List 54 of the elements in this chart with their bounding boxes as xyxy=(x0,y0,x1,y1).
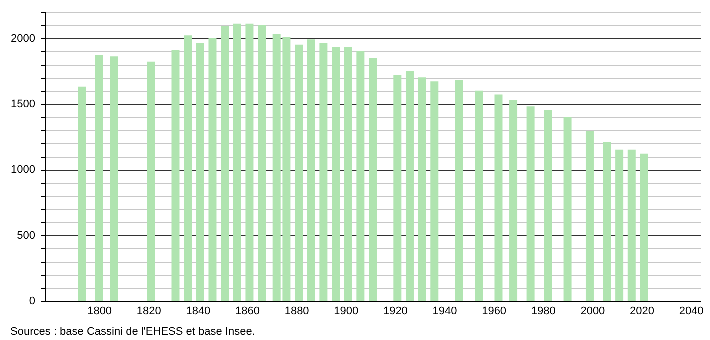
bar xyxy=(430,82,439,301)
bar xyxy=(586,132,594,301)
bar xyxy=(320,44,328,301)
bar xyxy=(184,36,192,301)
bar xyxy=(78,86,86,301)
bar xyxy=(526,106,535,301)
bar xyxy=(628,150,636,301)
bar xyxy=(394,75,402,301)
bar xyxy=(233,24,242,301)
x-tick-label: 1960 xyxy=(482,306,507,318)
bar xyxy=(295,44,304,301)
bar xyxy=(418,78,426,301)
bar xyxy=(172,50,180,301)
bar xyxy=(510,100,518,301)
bar xyxy=(564,117,572,301)
bar xyxy=(494,94,503,301)
bar xyxy=(356,51,365,301)
bar xyxy=(307,40,316,301)
bar xyxy=(616,150,624,301)
bar xyxy=(147,62,156,301)
bar xyxy=(208,38,217,301)
x-tick-label: 1800 xyxy=(88,306,112,318)
bar xyxy=(406,71,414,301)
bar xyxy=(332,47,340,301)
bar xyxy=(196,44,204,301)
x-tick-label: 1900 xyxy=(334,306,359,318)
y-tick-label: 0 xyxy=(29,296,36,308)
y-tick-label: 1500 xyxy=(11,98,36,110)
bar xyxy=(640,154,648,301)
bar xyxy=(455,80,464,301)
x-tick-label: 1860 xyxy=(236,306,260,318)
y-tick-label: 1000 xyxy=(11,164,36,176)
bar xyxy=(344,47,352,301)
bar xyxy=(221,26,230,301)
bar xyxy=(603,142,612,301)
x-tick-label: 1820 xyxy=(136,306,162,318)
y-tick-label: 500 xyxy=(17,230,36,242)
x-tick-label: 2000 xyxy=(580,306,606,318)
bar xyxy=(258,25,266,301)
x-tick-label: 1920 xyxy=(383,306,408,318)
x-tick-label: 1940 xyxy=(432,306,458,318)
bar xyxy=(246,24,254,301)
bar xyxy=(110,56,118,301)
x-tick-label: 1980 xyxy=(531,306,556,318)
bar xyxy=(475,90,484,301)
source-note: Sources : base Cassini de l'EHESS et base Insee. xyxy=(10,326,256,338)
x-tick-label: 2020 xyxy=(630,306,654,318)
bar xyxy=(544,110,552,301)
bar xyxy=(95,55,104,301)
x-tick-label: 2040 xyxy=(679,306,704,318)
y-tick-label: 2000 xyxy=(11,32,36,45)
x-tick-label: 1840 xyxy=(186,306,211,318)
x-tick-label: 1880 xyxy=(284,306,310,318)
bar xyxy=(369,58,377,301)
